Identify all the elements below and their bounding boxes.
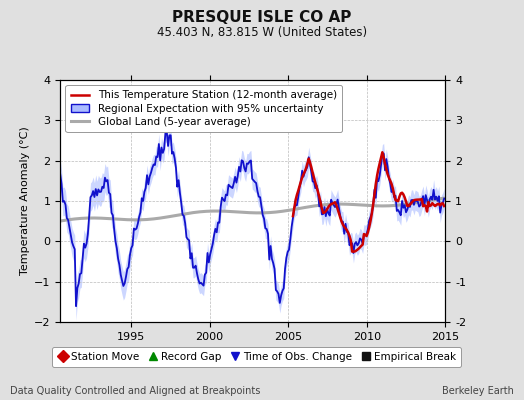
Text: PRESQUE ISLE CO AP: PRESQUE ISLE CO AP [172, 10, 352, 25]
Text: Data Quality Controlled and Aligned at Breakpoints: Data Quality Controlled and Aligned at B… [10, 386, 261, 396]
Y-axis label: Temperature Anomaly (°C): Temperature Anomaly (°C) [20, 127, 30, 275]
Text: 45.403 N, 83.815 W (United States): 45.403 N, 83.815 W (United States) [157, 26, 367, 39]
Legend: Station Move, Record Gap, Time of Obs. Change, Empirical Break: Station Move, Record Gap, Time of Obs. C… [52, 347, 462, 367]
Text: Berkeley Earth: Berkeley Earth [442, 386, 514, 396]
Legend: This Temperature Station (12-month average), Regional Expectation with 95% uncer: This Temperature Station (12-month avera… [66, 85, 342, 132]
